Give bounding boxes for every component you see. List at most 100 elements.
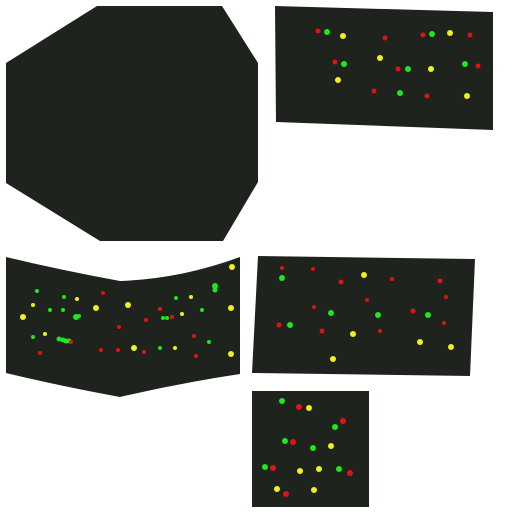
green-dot xyxy=(77,314,81,318)
green-dot xyxy=(279,398,285,404)
green-dot xyxy=(165,316,169,320)
red-dot xyxy=(410,308,416,314)
yellow-dot xyxy=(417,339,423,345)
yellow-dot xyxy=(274,486,280,492)
yellow-dot xyxy=(180,312,184,316)
yellow-dot xyxy=(316,466,322,472)
red-dot xyxy=(144,318,148,322)
red-dot xyxy=(170,315,174,319)
green-dot xyxy=(336,466,342,472)
middle-left-panel xyxy=(6,257,240,397)
yellow-dot xyxy=(43,332,47,336)
green-dot xyxy=(48,308,52,312)
yellow-dot xyxy=(464,93,470,99)
yellow-dot xyxy=(173,346,177,350)
green-dot xyxy=(158,346,162,350)
yellow-dot xyxy=(428,66,434,72)
yellow-dot xyxy=(361,272,367,278)
green-dot xyxy=(287,322,293,328)
green-dot xyxy=(341,61,347,67)
red-dot xyxy=(340,418,346,424)
red-dot xyxy=(117,325,121,329)
octagon-panel xyxy=(6,6,258,241)
yellow-dot xyxy=(306,405,312,411)
yellow-dot xyxy=(447,30,453,36)
green-dot xyxy=(279,275,285,281)
green-dot xyxy=(31,335,35,339)
yellow-dot xyxy=(131,345,137,351)
red-dot xyxy=(332,59,338,65)
red-dot xyxy=(142,350,146,354)
red-dot xyxy=(467,32,473,38)
yellow-dot xyxy=(31,303,35,307)
yellow-dot xyxy=(340,33,346,39)
yellow-dot xyxy=(328,443,334,449)
green-dot xyxy=(200,308,204,312)
red-dot xyxy=(270,465,276,471)
yellow-dot xyxy=(125,302,131,308)
green-dot xyxy=(425,312,431,318)
top-right-panel-group xyxy=(275,6,493,130)
middle-right-panel xyxy=(252,256,475,376)
bottom-panel-group xyxy=(252,391,369,507)
yellow-dot xyxy=(311,487,317,493)
red-dot xyxy=(290,439,296,445)
middle-left-panel-group xyxy=(6,257,240,397)
green-dot xyxy=(174,296,178,300)
yellow-dot xyxy=(377,55,383,61)
middle-right-panel-group xyxy=(252,256,475,376)
green-dot xyxy=(310,445,316,451)
green-dot xyxy=(207,340,211,344)
yellow-dot xyxy=(228,305,234,311)
red-dot xyxy=(319,328,325,334)
red-dot xyxy=(116,348,120,352)
red-dot xyxy=(395,66,401,72)
green-dot xyxy=(429,31,435,37)
green-dot xyxy=(62,295,66,299)
red-dot xyxy=(158,307,162,311)
red-dot xyxy=(365,298,369,302)
red-dot xyxy=(99,348,103,352)
red-dot xyxy=(69,340,73,344)
green-dot xyxy=(375,312,381,318)
red-dot xyxy=(312,305,316,309)
red-dot xyxy=(315,28,321,34)
red-dot xyxy=(280,266,284,270)
red-dot xyxy=(38,351,42,355)
green-dot xyxy=(397,90,403,96)
green-dot xyxy=(212,287,218,293)
green-dot xyxy=(405,66,411,72)
green-dot xyxy=(161,316,165,320)
yellow-dot xyxy=(93,305,99,311)
red-dot xyxy=(382,35,388,41)
red-dot xyxy=(276,322,282,328)
red-dot xyxy=(444,295,448,299)
red-dot xyxy=(371,88,377,94)
red-dot xyxy=(420,32,426,38)
red-dot xyxy=(424,93,430,99)
red-dot xyxy=(390,277,394,281)
green-dot xyxy=(462,61,468,67)
red-dot xyxy=(442,321,446,325)
green-dot xyxy=(61,308,65,312)
red-dot xyxy=(475,63,481,69)
green-dot xyxy=(35,289,39,293)
red-dot xyxy=(192,334,196,338)
green-dot xyxy=(332,424,338,430)
green-dot xyxy=(282,438,288,444)
yellow-dot xyxy=(335,77,341,83)
top-right-panel xyxy=(275,6,493,130)
yellow-dot xyxy=(20,314,26,320)
red-dot xyxy=(437,278,443,284)
red-dot xyxy=(311,267,315,271)
yellow-dot xyxy=(448,344,454,350)
yellow-dot xyxy=(229,264,235,270)
red-dot xyxy=(338,279,344,285)
yellow-dot xyxy=(350,331,356,337)
red-dot xyxy=(296,404,302,410)
yellow-dot xyxy=(189,295,193,299)
red-dot xyxy=(347,470,353,476)
green-dot xyxy=(212,283,218,289)
